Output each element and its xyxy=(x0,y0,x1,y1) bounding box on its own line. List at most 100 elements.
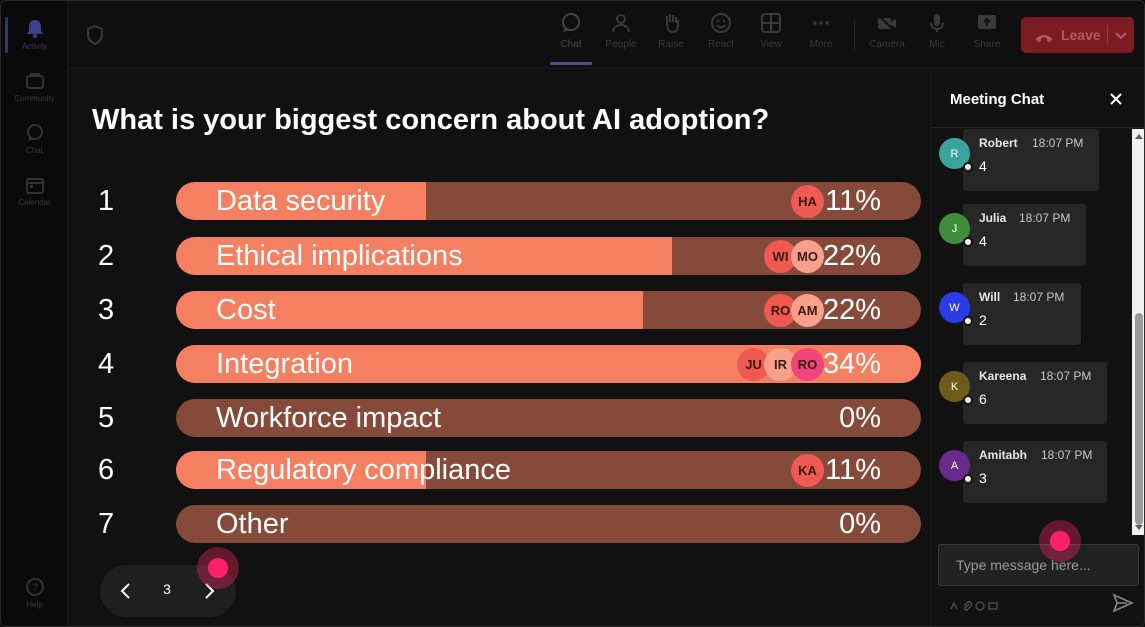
option-label: Cost xyxy=(216,294,276,326)
option-percent: 0% xyxy=(839,402,881,434)
format-icon[interactable] xyxy=(949,598,959,610)
toolbar-label: More xyxy=(809,39,833,50)
toolbar-mic-button[interactable]: Mic xyxy=(914,11,960,61)
rail-label: Chat xyxy=(26,146,43,155)
toolbar-label: Camera xyxy=(869,39,905,50)
toolbar-camera-button[interactable]: Camera xyxy=(864,11,910,61)
chat-message: Robert 18:07 PM 4 R xyxy=(939,129,1129,193)
chevron-right-icon[interactable] xyxy=(197,579,221,603)
message-time: 18:07 PM xyxy=(1041,448,1093,462)
leave-button[interactable]: Leave xyxy=(1021,17,1134,53)
voter-avatar: RO xyxy=(764,294,797,327)
chevron-left-icon[interactable] xyxy=(114,579,138,603)
message-time: 18:07 PM xyxy=(1040,369,1092,383)
toolbar-more-button[interactable]: More xyxy=(798,11,844,61)
mic-icon xyxy=(925,11,949,35)
message-bubble: Amitabh 18:07 PM 3 xyxy=(963,441,1107,503)
option-bar xyxy=(176,399,921,437)
option-label: Workforce impact xyxy=(216,402,442,434)
toolbar-share-button[interactable]: Share xyxy=(964,11,1010,61)
pager: 3 xyxy=(100,565,236,617)
attach-icon[interactable] xyxy=(962,598,973,611)
gif-icon[interactable] xyxy=(988,598,998,610)
react-icon xyxy=(709,11,733,35)
toolbar-react-button[interactable]: React xyxy=(698,11,744,61)
presence-dot xyxy=(963,474,973,484)
send-icon[interactable] xyxy=(1112,593,1134,613)
option-percent: 11% xyxy=(825,454,881,486)
toolbar-label: Raise xyxy=(658,39,684,50)
option-percent: 0% xyxy=(839,508,881,540)
leave-divider xyxy=(1107,25,1108,45)
toolbar-chat-button[interactable]: Chat xyxy=(548,11,594,65)
option-label: Data security xyxy=(216,185,386,217)
message-input[interactable] xyxy=(939,545,1138,585)
option-label: Integration xyxy=(216,348,354,380)
sender-name: Will xyxy=(979,290,1001,304)
scroll-up-arrow-icon[interactable] xyxy=(1135,134,1143,139)
rail-item-help[interactable]: ? Help xyxy=(1,567,68,619)
calendar-icon xyxy=(25,175,45,195)
sender-name: Amitabh xyxy=(979,448,1027,462)
option-percent: 34% xyxy=(822,348,881,380)
message-text: 2 xyxy=(979,312,987,328)
scroll-down-arrow-icon[interactable] xyxy=(1135,525,1143,530)
message-composer xyxy=(938,544,1139,586)
toolbar-people-button[interactable]: People xyxy=(598,11,644,61)
voter-avatar: KA xyxy=(791,454,824,487)
chat-icon xyxy=(559,11,583,35)
message-time: 18:07 PM xyxy=(1019,211,1071,225)
option-bar-fill xyxy=(176,291,643,329)
rail-label: Activity xyxy=(21,42,48,51)
option-percent: 11% xyxy=(825,185,881,217)
option-label: Ethical implications xyxy=(216,240,463,272)
message-text: 4 xyxy=(979,233,987,249)
rail-item-chat[interactable]: Chat xyxy=(1,113,68,165)
toolbar-label: Chat xyxy=(560,39,582,50)
option-bar-fill xyxy=(176,182,426,220)
poll-option-row: 7 Other 0% xyxy=(68,505,930,543)
close-icon[interactable] xyxy=(1107,90,1125,108)
poll-option-row: 6 Regulatory compliance KA 11% xyxy=(68,451,930,489)
option-label: Regulatory compliance xyxy=(216,454,511,486)
view-icon xyxy=(759,11,783,35)
voter-avatar: AM xyxy=(791,294,824,327)
leave-label: Leave xyxy=(1061,27,1101,43)
message-bubble: Robert 18:07 PM 4 xyxy=(963,129,1099,191)
presence-dot xyxy=(963,316,973,326)
voter-avatar: MO xyxy=(791,240,824,273)
toolbar-view-button[interactable]: View xyxy=(748,11,794,61)
option-number: 6 xyxy=(98,454,115,486)
option-bar xyxy=(176,505,921,543)
voter-avatar: RO xyxy=(791,348,824,381)
rail-item-calendar[interactable]: Calendar xyxy=(1,165,68,217)
rail-item-community[interactable]: Community xyxy=(1,61,68,113)
option-number: 1 xyxy=(98,185,115,217)
option-percent: 22% xyxy=(822,240,881,272)
rail-label: Help xyxy=(26,600,43,609)
help-icon: ? xyxy=(25,577,45,597)
camera-off-icon xyxy=(875,11,899,35)
hang-up-icon xyxy=(1035,30,1053,42)
message-time: 18:07 PM xyxy=(1032,136,1084,150)
option-number: 3 xyxy=(98,294,115,326)
poll-question: What is your biggest concern about AI ad… xyxy=(92,104,770,136)
option-number: 5 xyxy=(98,402,115,434)
option-number: 4 xyxy=(98,348,115,380)
sender-name: Robert xyxy=(979,136,1018,150)
poll-option-row: 1 Data security HA 11% xyxy=(68,182,930,220)
option-bar-fill xyxy=(176,237,672,275)
chevron-down-icon[interactable] xyxy=(1113,27,1129,43)
rail-label: Community xyxy=(14,94,55,103)
chat-title: Meeting Chat xyxy=(950,91,1045,108)
emoji-icon[interactable] xyxy=(975,598,985,611)
rail-item-activity[interactable]: Activity xyxy=(1,9,68,61)
chat-scrollbar[interactable] xyxy=(1132,129,1144,535)
poll-option-row: 3 Cost RO AM 22% xyxy=(68,291,930,329)
message-bubble: Will 18:07 PM 2 xyxy=(963,283,1081,345)
scroll-thumb[interactable] xyxy=(1135,313,1143,525)
share-icon xyxy=(975,11,999,35)
toolbar-raise-button[interactable]: Raise xyxy=(648,11,694,61)
message-text: 3 xyxy=(979,470,987,486)
community-icon xyxy=(25,71,45,91)
